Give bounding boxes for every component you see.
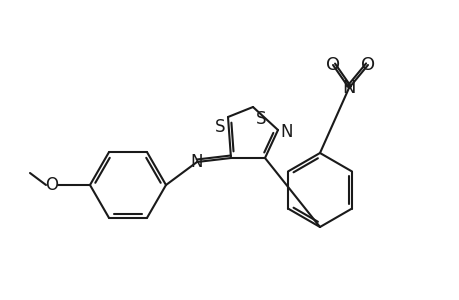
Text: S: S xyxy=(214,118,225,136)
Text: N: N xyxy=(190,153,203,171)
Text: O: O xyxy=(360,56,374,74)
Text: S: S xyxy=(255,110,266,128)
Text: N: N xyxy=(341,79,355,97)
Text: N: N xyxy=(280,123,293,141)
Text: O: O xyxy=(45,176,58,194)
Text: O: O xyxy=(325,56,339,74)
